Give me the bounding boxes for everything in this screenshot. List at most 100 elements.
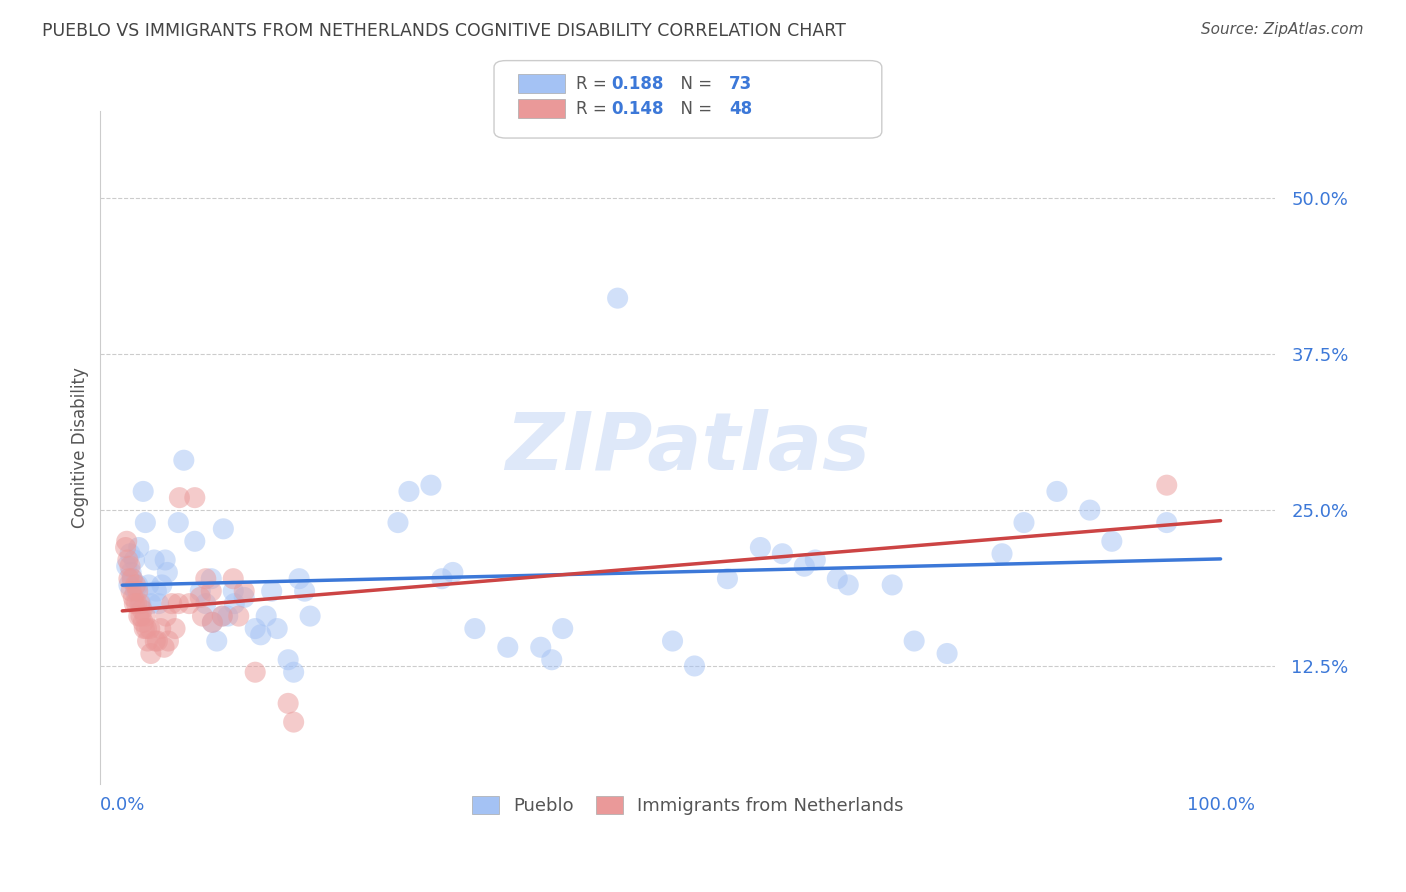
Point (212, 522, 235, 536)
Point (138, 578, 160, 592)
Point (122, 591, 145, 605)
Point (169, 491, 191, 505)
FancyBboxPatch shape (494, 61, 882, 138)
Point (135, 622, 157, 636)
Point (224, 597, 246, 611)
Point (127, 584, 149, 599)
Point (205, 634, 228, 648)
Point (551, 622, 574, 636)
Text: R =: R = (576, 100, 612, 118)
Point (793, 559, 815, 574)
Point (804, 553, 827, 567)
Point (124, 584, 146, 599)
Point (167, 597, 190, 611)
Point (1101, 534, 1123, 549)
Point (464, 622, 486, 636)
Point (200, 572, 222, 586)
Text: 48: 48 (730, 100, 752, 118)
Point (149, 622, 172, 636)
Point (167, 516, 190, 530)
Point (120, 566, 142, 580)
Point (903, 634, 925, 648)
Point (530, 640, 553, 655)
Point (254, 609, 277, 624)
Point (131, 603, 153, 617)
Point (153, 553, 176, 567)
Point (117, 553, 139, 567)
Point (129, 609, 152, 624)
Text: N =: N = (671, 75, 717, 93)
Point (991, 547, 1014, 561)
Point (153, 640, 176, 655)
Point (837, 578, 859, 592)
Y-axis label: Cognitive Disability: Cognitive Disability (72, 368, 89, 528)
Point (233, 591, 256, 605)
Point (277, 697, 299, 711)
Text: R =: R = (576, 75, 612, 93)
Point (148, 597, 170, 611)
Point (283, 665, 305, 680)
Point (217, 609, 239, 624)
Point (419, 478, 441, 492)
Point (173, 453, 195, 467)
Point (155, 609, 177, 624)
Point (222, 584, 245, 599)
Point (716, 572, 738, 586)
Point (260, 584, 283, 599)
Point (194, 572, 217, 586)
Point (228, 609, 250, 624)
Point (191, 609, 214, 624)
Bar (517, 99, 565, 118)
Text: ZIPatlas: ZIPatlas (505, 409, 870, 487)
Point (200, 584, 222, 599)
Point (136, 634, 159, 648)
Point (201, 615, 224, 630)
Point (128, 609, 150, 624)
Point (245, 665, 267, 680)
Point (139, 622, 162, 636)
Point (179, 597, 201, 611)
Point (606, 291, 628, 305)
Point (288, 572, 311, 586)
Point (115, 534, 138, 549)
Point (134, 516, 156, 530)
Point (184, 534, 207, 549)
Point (127, 578, 149, 592)
Point (222, 572, 245, 586)
Legend: Pueblo, Immigrants from Netherlands: Pueblo, Immigrants from Netherlands (465, 789, 911, 822)
Point (749, 541, 772, 555)
Point (188, 584, 211, 599)
Point (139, 647, 162, 661)
Point (211, 609, 233, 624)
Point (211, 609, 233, 624)
Text: N =: N = (671, 100, 717, 118)
Point (299, 609, 322, 624)
Point (683, 659, 706, 673)
Point (118, 572, 141, 586)
Point (125, 597, 148, 611)
Point (233, 584, 256, 599)
Text: 73: 73 (730, 75, 752, 93)
Point (163, 622, 186, 636)
Point (441, 566, 464, 580)
Point (249, 628, 271, 642)
Point (124, 597, 146, 611)
Point (827, 572, 849, 586)
Point (139, 597, 162, 611)
Point (128, 541, 150, 555)
Point (266, 622, 288, 636)
Point (145, 584, 167, 599)
Point (1078, 503, 1101, 517)
Text: PUEBLO VS IMMIGRANTS FROM NETHERLANDS COGNITIVE DISABILITY CORRELATION CHART: PUEBLO VS IMMIGRANTS FROM NETHERLANDS CO… (42, 22, 846, 40)
Point (124, 553, 146, 567)
Point (157, 634, 180, 648)
Point (118, 559, 141, 574)
Point (1012, 516, 1035, 530)
Point (201, 615, 224, 630)
Point (156, 566, 179, 580)
Point (121, 572, 143, 586)
Point (770, 547, 793, 561)
Point (188, 591, 211, 605)
Point (245, 622, 267, 636)
Point (143, 553, 166, 567)
